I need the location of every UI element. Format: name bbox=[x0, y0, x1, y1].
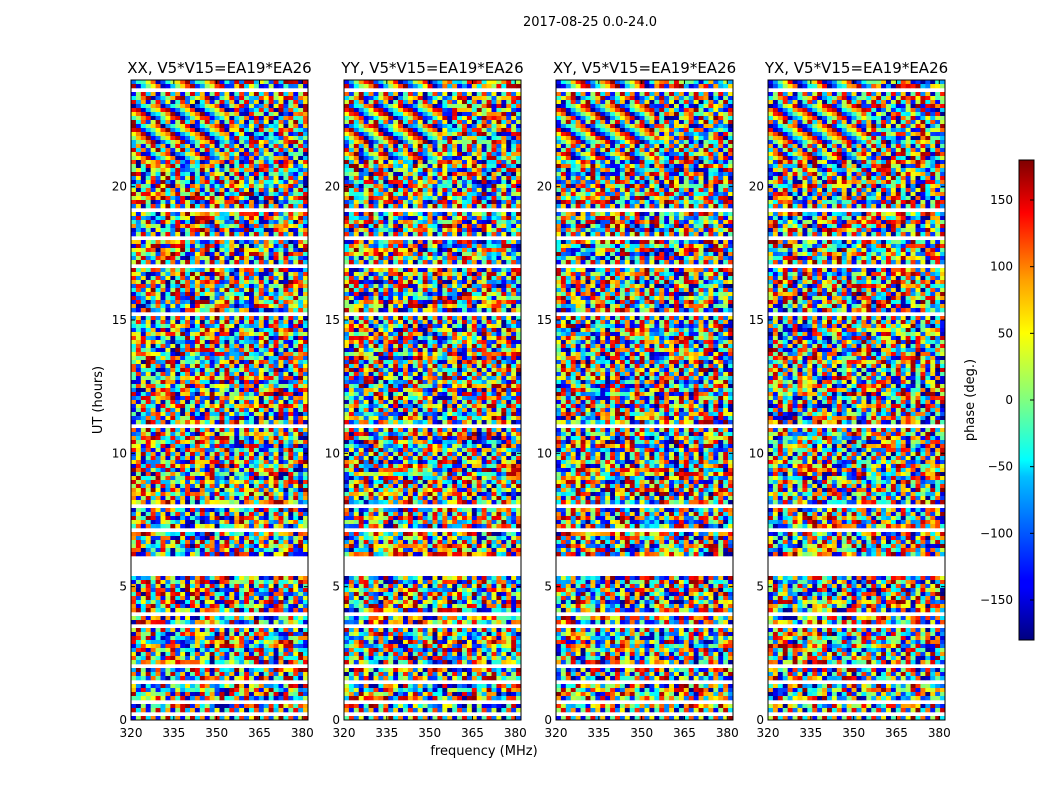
x-tick-label: 365 bbox=[673, 726, 696, 740]
axes-frame bbox=[130, 79, 309, 721]
y-tick-label: 10 bbox=[537, 446, 552, 460]
y-tick-label: 15 bbox=[325, 313, 340, 327]
axes-frame bbox=[555, 79, 734, 721]
axes-frame bbox=[343, 79, 522, 721]
y-tick-label: 15 bbox=[749, 313, 764, 327]
x-tick-label: 320 bbox=[120, 726, 143, 740]
y-tick-label: 20 bbox=[112, 180, 127, 194]
y-tick-label: 5 bbox=[544, 580, 552, 594]
x-tick-label: 380 bbox=[716, 726, 739, 740]
y-tick-label: 10 bbox=[325, 446, 340, 460]
x-tick-label: 365 bbox=[461, 726, 484, 740]
y-tick-label: 20 bbox=[325, 180, 340, 194]
y-tick-label: 5 bbox=[119, 580, 127, 594]
y-tick-label: 10 bbox=[749, 446, 764, 460]
x-tick-label: 365 bbox=[885, 726, 908, 740]
x-tick-label: 335 bbox=[587, 726, 610, 740]
y-tick-label: 15 bbox=[537, 313, 552, 327]
y-tick-label: 20 bbox=[537, 180, 552, 194]
x-tick-label: 350 bbox=[205, 726, 228, 740]
y-tick-label: 5 bbox=[756, 580, 764, 594]
y-tick-label: 20 bbox=[749, 180, 764, 194]
colorbar-tick-label: 0 bbox=[1005, 393, 1013, 407]
subplot-1: XX, V5*V15=EA19*EA26 320 335 350 365 380 0 5 10 1… bbox=[112, 59, 314, 740]
suptitle: 2017-08-25 0.0-24.0 bbox=[523, 15, 657, 30]
subplot-4: YX, V5*V15=EA19*EA26 320 335 350 365 380 0 5 10 1… bbox=[749, 59, 951, 740]
x-tick-label: 350 bbox=[842, 726, 865, 740]
x-tick-label: 350 bbox=[418, 726, 441, 740]
subplot-title: XY, V5*V15=EA19*EA26 bbox=[553, 59, 736, 77]
phase-heatmap bbox=[556, 80, 734, 721]
y-tick-label: 0 bbox=[332, 713, 340, 727]
subplot-3: XY, V5*V15=EA19*EA26 320 335 350 365 380 0 5 10 1… bbox=[537, 59, 739, 740]
colorbar-tick-label: 100 bbox=[990, 260, 1013, 274]
phase-heatmap bbox=[131, 80, 309, 721]
y-tick-label: 5 bbox=[332, 580, 340, 594]
subplot-2: YY, V5*V15=EA19*EA26 320 335 350 365 380 0 5 10 1… bbox=[325, 59, 527, 740]
x-tick-label: 380 bbox=[291, 726, 314, 740]
x-tick-label: 380 bbox=[928, 726, 951, 740]
y-axis-label: UT (hours) bbox=[91, 366, 106, 434]
x-tick-label: 380 bbox=[504, 726, 527, 740]
phase-heatmap bbox=[344, 80, 522, 721]
x-tick-label: 350 bbox=[630, 726, 653, 740]
x-tick-label: 335 bbox=[799, 726, 822, 740]
colorbar: 150 100 50 0 −50 −100 −150 bbox=[980, 159, 1035, 641]
axes-frame bbox=[767, 79, 946, 721]
x-tick-label: 320 bbox=[757, 726, 780, 740]
subplot-title: XX, V5*V15=EA19*EA26 bbox=[127, 59, 311, 77]
subplot-title: YX, V5*V15=EA19*EA26 bbox=[764, 59, 948, 77]
colorbar-tick-label: −150 bbox=[980, 593, 1013, 607]
x-tick-label: 335 bbox=[375, 726, 398, 740]
colorbar-ticks: 150 100 50 0 −50 −100 −150 bbox=[980, 193, 1034, 607]
y-tick-label: 0 bbox=[544, 713, 552, 727]
y-tick-label: 0 bbox=[756, 713, 764, 727]
colorbar-tick-label: 150 bbox=[990, 193, 1013, 207]
colorbar-tick-label: −100 bbox=[980, 526, 1013, 540]
colorbar-label: phase (deg.) bbox=[963, 359, 978, 441]
y-tick-label: 10 bbox=[112, 446, 127, 460]
subplot-panels: XX, V5*V15=EA19*EA26 320 335 350 365 380 0 5 10 1… bbox=[112, 59, 951, 740]
x-axis-label: frequency (MHz) bbox=[430, 744, 537, 759]
x-tick-label: 320 bbox=[545, 726, 568, 740]
phase-heatmap bbox=[768, 80, 946, 721]
colorbar-tick-label: −50 bbox=[988, 460, 1013, 474]
y-tick-label: 0 bbox=[119, 713, 127, 727]
x-tick-label: 365 bbox=[248, 726, 271, 740]
colorbar-tick-label: 50 bbox=[998, 326, 1013, 340]
y-tick-label: 15 bbox=[112, 313, 127, 327]
x-tick-label: 320 bbox=[333, 726, 356, 740]
subplot-title: YY, V5*V15=EA19*EA26 bbox=[340, 59, 523, 77]
x-tick-label: 335 bbox=[162, 726, 185, 740]
